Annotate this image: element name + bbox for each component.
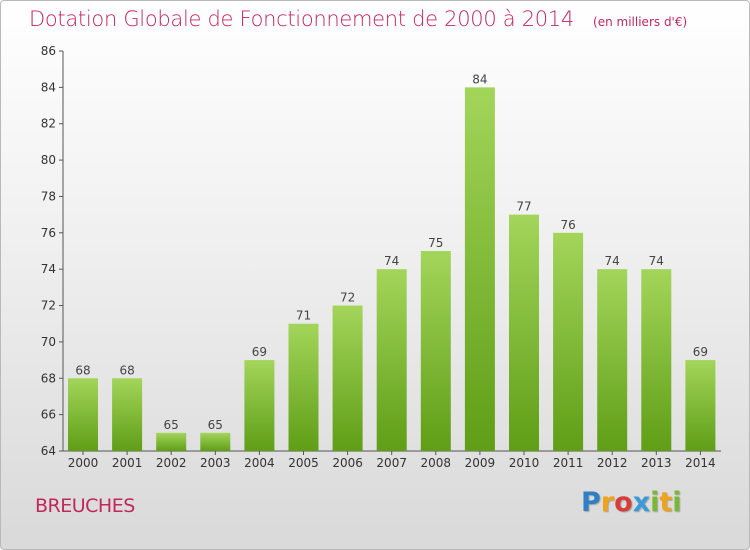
bar-value-label: 72 — [340, 291, 355, 305]
bar-value-label: 68 — [119, 363, 134, 377]
y-tick-label: 64 — [41, 444, 56, 458]
bar-value-label: 74 — [605, 254, 620, 268]
bar-value-label: 74 — [649, 254, 664, 268]
y-tick-label: 80 — [41, 153, 56, 167]
logo-letter: i — [650, 487, 660, 518]
bar-value-label: 69 — [252, 345, 267, 359]
y-tick-label: 70 — [41, 335, 56, 349]
proxiti-logo: Proxiti — [581, 487, 682, 518]
logo-letter: P — [581, 487, 601, 518]
bar-value-label: 74 — [384, 254, 399, 268]
bar — [597, 269, 628, 451]
x-tick-label: 2006 — [332, 456, 363, 470]
bar — [200, 432, 231, 451]
bar — [420, 251, 451, 451]
y-tick-label: 68 — [41, 371, 56, 385]
y-tick-label: 84 — [41, 80, 56, 94]
y-tick-label: 78 — [41, 189, 56, 203]
bar — [553, 232, 584, 451]
y-tick-label: 66 — [41, 408, 56, 422]
bar — [244, 360, 275, 451]
x-tick-label: 2004 — [244, 456, 275, 470]
commune-name: BREUCHES — [35, 495, 135, 517]
bar-value-label: 69 — [693, 345, 708, 359]
bar — [68, 378, 98, 451]
bar — [112, 378, 143, 451]
bar-value-label: 68 — [75, 363, 90, 377]
bar — [288, 323, 319, 451]
y-tick-label: 74 — [41, 262, 56, 276]
logo-letter: t — [659, 487, 673, 518]
chart-title-text: Dotation Globale de Fonctionnement de 20… — [29, 7, 574, 31]
y-tick-label: 72 — [41, 299, 56, 313]
x-tick-label: 2001 — [112, 456, 143, 470]
bar — [156, 432, 187, 451]
y-tick-label: 76 — [41, 226, 56, 240]
logo-letter: o — [614, 487, 633, 518]
x-tick-label: 2000 — [68, 456, 99, 470]
logo-letter: x — [632, 487, 651, 518]
bar — [376, 269, 407, 451]
logo-letter: r — [600, 487, 615, 518]
bar-value-label: 71 — [296, 309, 311, 323]
bar-value-label: 77 — [516, 200, 531, 214]
bar-value-label: 75 — [428, 236, 443, 250]
bar-value-label: 84 — [472, 72, 487, 86]
bar-value-label: 65 — [164, 418, 179, 432]
x-tick-label: 2011 — [553, 456, 584, 470]
bar — [685, 360, 716, 451]
chart-unit: (en milliers d'€) — [593, 15, 688, 29]
bar — [641, 269, 672, 451]
logo-letter: i — [672, 487, 682, 518]
x-tick-label: 2009 — [465, 456, 496, 470]
x-tick-label: 2005 — [288, 456, 319, 470]
x-tick-label: 2010 — [509, 456, 540, 470]
x-tick-label: 2013 — [641, 456, 672, 470]
bar-value-label: 76 — [560, 218, 575, 232]
bar — [332, 305, 363, 451]
x-tick-label: 2003 — [200, 456, 231, 470]
x-tick-label: 2012 — [597, 456, 628, 470]
y-tick-label: 82 — [41, 117, 56, 131]
x-tick-label: 2014 — [685, 456, 716, 470]
bar — [464, 87, 495, 451]
chart-title: Dotation Globale de Fonctionnement de 20… — [29, 7, 687, 31]
y-tick-label: 86 — [41, 44, 56, 58]
x-tick-label: 2008 — [421, 456, 452, 470]
bar-value-label: 65 — [208, 418, 223, 432]
x-tick-label: 2002 — [156, 456, 187, 470]
bar — [509, 214, 539, 451]
x-tick-label: 2007 — [376, 456, 407, 470]
